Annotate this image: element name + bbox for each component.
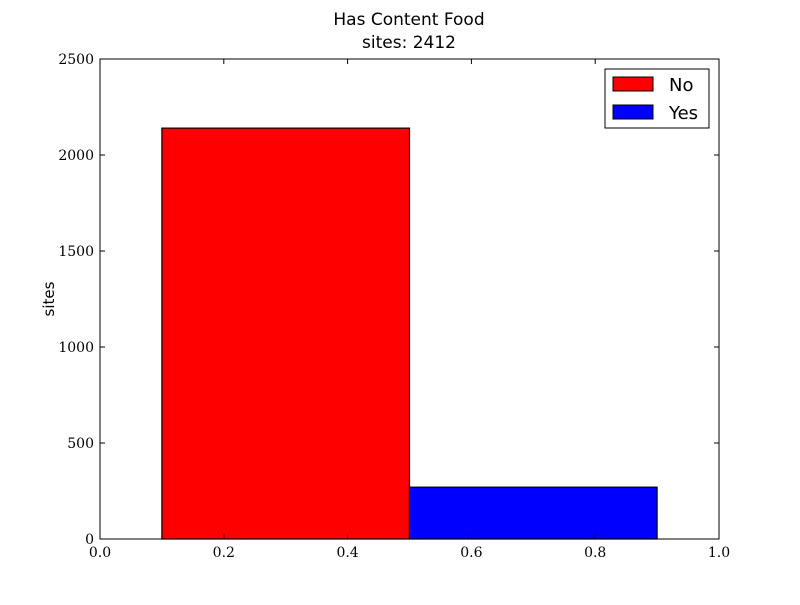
plot-frame (99, 58, 720, 540)
legend-label-yes: Yes (668, 103, 698, 124)
x-tick-label: 1.0 (708, 545, 730, 561)
y-axis-label: sites (40, 281, 58, 316)
y-tick-label: 0 (85, 532, 94, 548)
ticks-group: 0.0 0.2 0.4 0.6 0.8 1.0 0 500 1000 1500 2000 2500 (58, 52, 730, 561)
legend-swatch-yes (612, 104, 654, 120)
x-tick-label: 0.6 (460, 545, 482, 561)
y-tick-label: 1500 (58, 244, 94, 260)
legend: No Yes (604, 68, 710, 129)
bar-no (161, 127, 411, 540)
chart-title: Has Content Food (333, 10, 484, 30)
x-tick-label: 0.8 (584, 545, 606, 561)
x-tick-label: 0.0 (89, 545, 111, 561)
y-tick-label: 1000 (58, 340, 94, 356)
legend-label-no: No (669, 75, 693, 96)
x-tick-label: 0.2 (213, 545, 235, 561)
y-tick-label: 2000 (58, 148, 94, 164)
x-tick-label: 0.4 (336, 545, 358, 561)
bar-yes (408, 486, 658, 540)
chart-subtitle: sites: 2412 (362, 33, 456, 53)
y-tick-label: 500 (67, 436, 94, 452)
legend-swatch-no (612, 76, 654, 92)
bars-group (161, 127, 658, 540)
y-tick-label: 2500 (58, 52, 94, 68)
